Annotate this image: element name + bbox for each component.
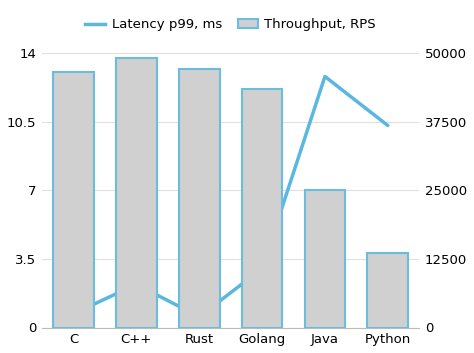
Bar (53, 72, 94, 328)
Legend: Latency p99, ms, Throughput, RPS: Latency p99, ms, Throughput, RPS (80, 13, 381, 36)
Bar (242, 89, 283, 328)
Bar (367, 253, 408, 328)
Bar (179, 70, 219, 328)
Bar (116, 59, 157, 328)
Bar (304, 190, 346, 328)
